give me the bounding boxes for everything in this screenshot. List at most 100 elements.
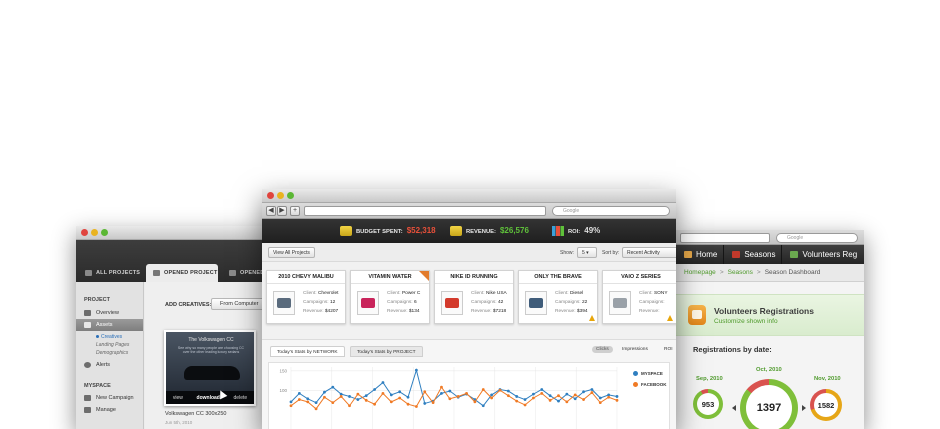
view-all-projects-button[interactable]: View All Projects xyxy=(268,247,315,258)
data-point xyxy=(381,391,385,395)
data-point xyxy=(448,397,452,401)
minimize-window-button[interactable] xyxy=(277,192,284,199)
creative-date: Jun 5th, 2010 xyxy=(165,420,193,425)
data-point xyxy=(381,381,385,384)
folder-icon xyxy=(85,270,92,276)
data-point xyxy=(523,403,527,407)
browser-search-box[interactable]: Google xyxy=(552,206,670,216)
zoom-window-button[interactable] xyxy=(287,192,294,199)
add-icon xyxy=(84,395,91,401)
nav-seasons[interactable]: Seasons xyxy=(724,245,783,264)
creative-thumbnail[interactable]: The Volkswagen CC See why so many people… xyxy=(164,330,256,406)
coins-icon xyxy=(450,226,462,236)
data-point xyxy=(306,400,310,404)
project-thumbnail xyxy=(273,291,295,315)
minimize-window-button[interactable] xyxy=(91,229,98,236)
project-sidebar: PROJECT Overview Assets Creatives Landin… xyxy=(76,282,144,429)
project-topnav: ALL PROJECTS OPENED PROJECT OPENED xyxy=(76,240,286,282)
breadcrumb-homepage[interactable]: Homepage xyxy=(684,269,716,276)
date-label-sep: Sep, 2010 xyxy=(696,376,723,382)
data-point xyxy=(297,391,301,395)
sidebar-subitem-demographics[interactable]: Demographics xyxy=(96,350,129,356)
sort-select[interactable]: Recent Activity xyxy=(622,247,676,258)
address-bar[interactable] xyxy=(680,233,770,243)
metric-clicks[interactable]: Clicks xyxy=(592,346,613,353)
project-cards: 2010 CHEVY MALIBU Client: Chevrolet Camp… xyxy=(262,270,676,324)
sidebar-item-overview[interactable]: Overview xyxy=(76,307,143,319)
data-point xyxy=(506,389,510,393)
registrations-icon xyxy=(688,305,706,325)
tab-stats-project[interactable]: Today's Stats by PROJECT xyxy=(350,346,423,357)
project-card[interactable]: NIKE ID RUNNING Client: Nike USA Campaig… xyxy=(434,270,514,324)
breadcrumb-seasons[interactable]: Seasons xyxy=(727,269,753,276)
sidebar-item-assets[interactable]: Assets xyxy=(76,319,143,331)
window-titlebar xyxy=(262,189,676,203)
kpi-bar: BUDGET SPENT: $52,318 REVENUE: $26,576 ROI… xyxy=(262,219,676,243)
download-button[interactable]: download xyxy=(196,394,220,401)
overview-icon xyxy=(84,310,91,316)
kpi-roi: ROI: 49% xyxy=(552,219,600,243)
project-card[interactable]: ONLY THE BRAVE Client: Diesel Campaigns:… xyxy=(518,270,598,324)
view-button[interactable]: view xyxy=(172,394,183,401)
legend-facebook: FACEBOOK xyxy=(633,382,667,388)
add-tab-icon[interactable]: + xyxy=(290,206,300,216)
prev-arrow-icon[interactable] xyxy=(732,405,736,411)
data-point xyxy=(573,397,577,401)
tab-all-projects[interactable]: ALL PROJECTS xyxy=(78,264,142,282)
nav-home[interactable]: Home xyxy=(676,245,725,264)
back-icon[interactable]: ◀ xyxy=(266,206,276,216)
data-point xyxy=(565,400,569,404)
kpi-value: 49% xyxy=(584,226,601,235)
data-point xyxy=(398,390,402,394)
data-point xyxy=(431,401,435,405)
customize-link[interactable]: Customize shown info xyxy=(714,318,778,325)
data-point xyxy=(406,395,410,399)
data-point xyxy=(598,401,602,405)
tab-opened-project[interactable]: OPENED PROJECT xyxy=(146,264,218,282)
car-image xyxy=(184,366,240,380)
project-card[interactable]: VITAMIN WATER Client: Power C Campaigns:… xyxy=(350,270,430,324)
kpi-budget-spent: BUDGET SPENT: $52,318 xyxy=(340,219,436,243)
folder-icon xyxy=(153,270,160,276)
date-label-oct: Oct, 2010 xyxy=(756,367,782,373)
tab-opened[interactable]: OPENED xyxy=(222,264,286,282)
next-arrow-icon[interactable] xyxy=(802,405,806,411)
sidebar-item-manage[interactable]: Manage xyxy=(76,404,143,416)
metric-roi[interactable]: ROI xyxy=(664,347,673,352)
close-window-button[interactable] xyxy=(267,192,274,199)
sidebar-item-new-campaign[interactable]: New Campaign xyxy=(76,392,143,404)
kpi-value: $52,318 xyxy=(406,226,436,235)
data-point xyxy=(582,398,585,401)
project-card[interactable]: VAIO Z SERIES Client: SONY Campaigns: Re… xyxy=(602,270,676,324)
data-point xyxy=(557,394,560,398)
stats-chart: 100 150 MYSPACE FACEBOOK xyxy=(268,362,670,429)
data-point xyxy=(565,392,569,396)
zoom-window-button[interactable] xyxy=(101,229,108,236)
sidebar-subitem-landing-pages[interactable]: Landing Pages xyxy=(96,342,130,348)
data-point xyxy=(590,388,594,391)
ad-title: The Volkswagen CC xyxy=(188,337,234,343)
project-card[interactable]: 2010 CHEVY MALIBU Client: Chevrolet Camp… xyxy=(266,270,346,324)
calendar-icon xyxy=(732,251,741,258)
nav-volunteers[interactable]: Volunteers Reg xyxy=(782,245,863,264)
show-select[interactable]: 5 ▾ xyxy=(577,247,597,258)
project-thumbnail xyxy=(525,291,547,315)
sidebar-subitem-creatives[interactable]: Creatives xyxy=(76,333,143,341)
data-point xyxy=(406,402,410,406)
address-bar[interactable] xyxy=(304,206,546,216)
delete-button[interactable]: delete xyxy=(233,394,248,401)
close-window-button[interactable] xyxy=(81,229,88,236)
tab-stats-network[interactable]: Today's Stats by NETWORK xyxy=(270,346,345,357)
volunteers-window: Google Home Seasons Volunteers Reg Homep… xyxy=(676,230,864,429)
forward-icon[interactable]: ▶ xyxy=(277,206,287,216)
data-point xyxy=(373,388,376,391)
data-point xyxy=(339,392,343,396)
flag-icon xyxy=(419,271,429,281)
data-point xyxy=(440,391,443,395)
browser-search-box[interactable]: Google xyxy=(776,233,858,243)
sidebar-item-alerts[interactable]: Alerts xyxy=(76,359,143,371)
metric-impressions[interactable]: Impressions xyxy=(622,347,648,352)
data-point xyxy=(348,404,351,408)
data-point xyxy=(607,393,611,397)
series-line xyxy=(290,386,618,410)
